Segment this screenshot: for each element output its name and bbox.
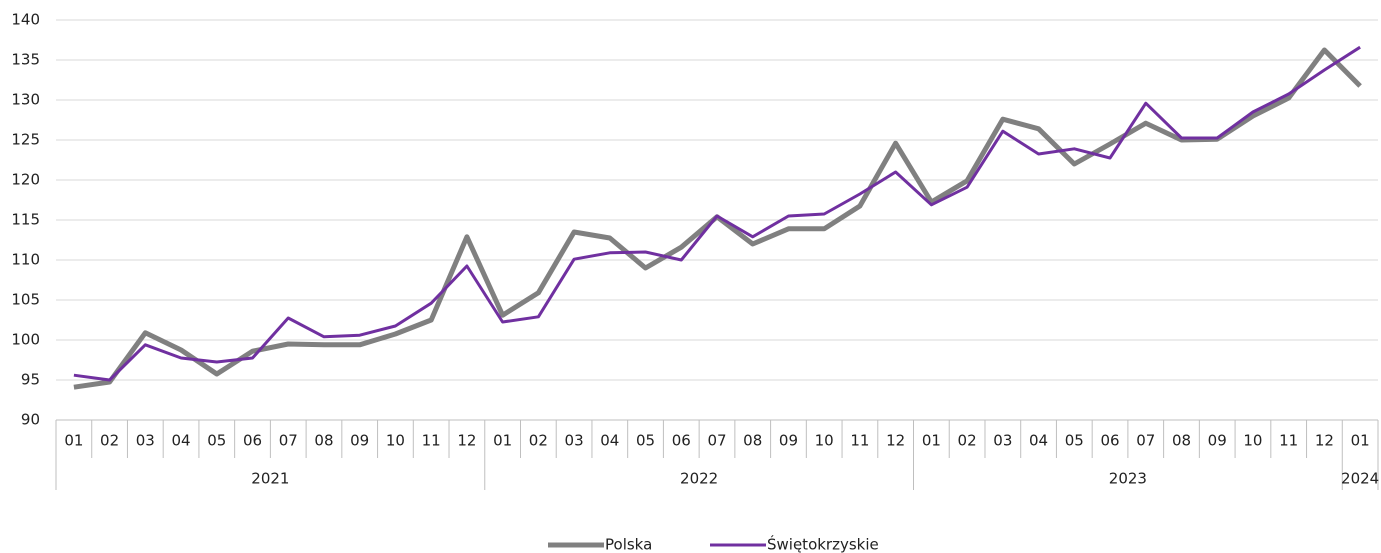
x-tick-label: 11 [850,432,869,450]
x-tick-label: 05 [207,432,226,450]
x-tick-label: 02 [958,432,977,450]
legend-label: Świętokrzyskie [767,535,879,553]
x-tick-label: 01 [64,432,83,450]
y-tick-label: 110 [11,251,40,269]
series-line [73,45,1361,382]
year-label: 2022 [680,470,718,488]
x-tick-label: 08 [1172,432,1191,450]
x-tick-label: 05 [1065,432,1084,450]
x-tick-label: 10 [386,432,405,450]
x-tick-label: 12 [1315,432,1334,450]
x-tick-label: 09 [350,432,369,450]
x-tick-label: 11 [422,432,441,450]
x-tick-label: 09 [779,432,798,450]
x-tick-label: 10 [1243,432,1262,450]
y-tick-label: 125 [11,131,40,149]
x-tick-label: 09 [1208,432,1227,450]
x-tick-label: 04 [600,432,619,450]
x-tick-label: 02 [100,432,119,450]
x-tick-label: 04 [1029,432,1048,450]
y-tick-label: 135 [11,51,40,69]
x-tick-label: 12 [457,432,476,450]
x-tick-label: 06 [243,432,262,450]
x-tick-label: 07 [279,432,298,450]
y-tick-label: 130 [11,91,40,109]
x-tick-label: 01 [1351,432,1370,450]
x-tick-label: 06 [672,432,691,450]
series-line [73,47,1362,390]
x-tick-label: 10 [815,432,834,450]
x-tick-label: 08 [743,432,762,450]
y-tick-label: 90 [21,411,40,429]
year-label: 2024 [1341,470,1379,488]
x-tick-label: 06 [1100,432,1119,450]
x-tick-label: 07 [707,432,726,450]
x-tick-label: 08 [314,432,333,450]
y-tick-label: 140 [11,11,40,29]
legend-label: Polska [605,536,652,553]
y-tick-label: 115 [11,211,40,229]
year-label: 2021 [251,470,289,488]
y-tick-label: 100 [11,331,40,349]
y-tick-label: 105 [11,291,40,309]
x-tick-label: 02 [529,432,548,450]
x-tick-label: 01 [493,432,512,450]
x-tick-label: 12 [886,432,905,450]
x-tick-label: 01 [922,432,941,450]
x-tick-label: 03 [565,432,584,450]
year-label: 2023 [1109,470,1147,488]
y-tick-label: 95 [21,371,40,389]
x-tick-label: 05 [636,432,655,450]
x-tick-label: 03 [993,432,1012,450]
y-tick-label: 120 [11,171,40,189]
x-tick-label: 04 [172,432,191,450]
x-tick-label: 07 [1136,432,1155,450]
x-tick-label: 03 [136,432,155,450]
x-tick-label: 11 [1279,432,1298,450]
